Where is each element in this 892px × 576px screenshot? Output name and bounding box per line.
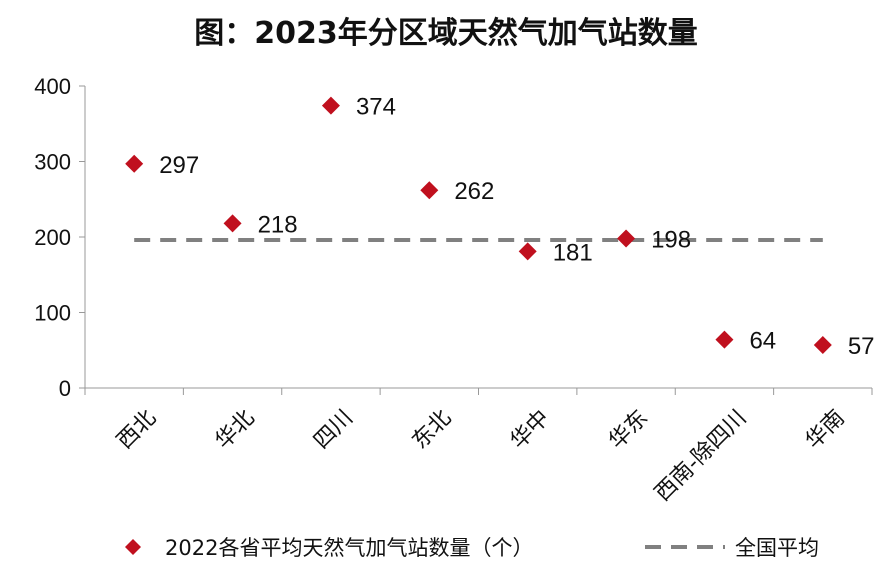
data-label: 64 [749, 328, 776, 355]
data-label: 262 [454, 178, 494, 205]
x-category-label: 西北 [112, 405, 161, 454]
x-category-label: 四川 [309, 405, 358, 454]
data-label: 57 [848, 333, 875, 360]
data-points: 297 218 374 262 181 198 64 57 [125, 94, 875, 360]
data-point-marker [617, 229, 636, 248]
data-label: 198 [651, 227, 691, 254]
data-point-marker [715, 330, 734, 349]
data-point-marker [125, 154, 144, 173]
data-point-marker [420, 181, 439, 200]
x-category-label: 东北 [408, 405, 457, 454]
data-point-marker [813, 335, 832, 354]
data-label: 218 [258, 211, 298, 238]
chart-title: 图：2023年分区域天然气加气站数量 [194, 16, 698, 51]
x-category-label: 华南 [801, 405, 850, 454]
data-label: 181 [553, 239, 593, 266]
y-tick-label: 0 [59, 376, 71, 401]
x-category-label: 华中 [506, 405, 555, 454]
y-tick-label: 200 [34, 225, 71, 250]
x-category-label: 华东 [604, 405, 653, 454]
data-point-marker [518, 242, 537, 261]
y-tick-label: 300 [34, 150, 71, 175]
y-tick-label: 400 [34, 74, 71, 99]
legend-marker-diamond [125, 539, 141, 555]
data-label: 297 [159, 152, 199, 179]
data-label: 374 [356, 94, 396, 121]
data-point-marker [223, 214, 242, 233]
legend: 2022各省平均天然气加气站数量（个） 全国平均 [125, 536, 819, 560]
legend-label: 2022各省平均天然气加气站数量（个） [165, 536, 533, 560]
y-tick-label: 100 [34, 301, 71, 326]
data-point-marker [321, 96, 340, 115]
legend-label: 全国平均 [735, 536, 819, 560]
x-category-label: 西南-除四川 [650, 405, 751, 506]
x-category-label: 华北 [211, 405, 260, 454]
